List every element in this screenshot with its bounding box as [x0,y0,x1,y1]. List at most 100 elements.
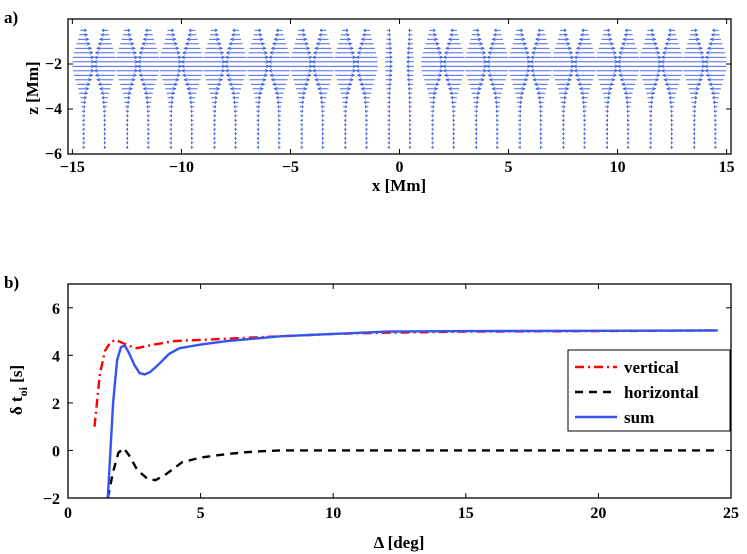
quiver-arrow-head [606,127,609,131]
quiver-arrow-head [224,59,229,64]
quiver-arrow-head [435,82,440,87]
quiver-arrow-head [706,77,711,82]
quiver-arrow-head [389,82,392,87]
quiver-arrow-head [388,136,391,140]
quiver-arrow-head [526,55,531,60]
quiver-arrow-head [581,28,585,33]
quiver-arrow-head [321,136,324,140]
quiver-arrow-head [172,86,177,91]
quiver-arrow-head [452,132,455,136]
quiver-arrow-head [519,114,522,118]
quiver-arrow-head [304,41,309,46]
quiver-arrow-head [388,114,391,118]
quiver-arrow-head [176,73,181,78]
quiver-arrow-head [697,82,702,87]
quiver-arrow-head [257,136,260,140]
quiver-column [93,28,116,149]
quiver-arrow-head [611,46,616,51]
quiver-arrow-head [229,37,234,42]
quiver-arrow-head [434,86,439,91]
quiver-arrow-head [214,100,217,105]
quiver-arrow-head [356,73,361,78]
quiver-arrow-head [147,127,149,131]
quiver-arrow-head [126,114,129,118]
quiver-arrow-head [432,95,436,100]
quiver-arrow-head [700,73,705,78]
quiver-arrow-head [214,141,216,145]
quiver-arrow-head [274,91,279,96]
quiver-arrow-head [438,73,443,78]
quiver-arrow-head [627,132,629,136]
quiver-arrow-head [388,33,391,37]
quiver-arrow-head [84,32,89,37]
quiver-arrow-head [670,123,673,127]
quiver-arrow-head [519,145,521,149]
quiver-arrow-head [519,127,521,131]
quiver-arrow-head [83,145,85,149]
quiver-arrow-head [257,141,260,145]
quiver-arrow-head [173,41,178,46]
quiver-arrow-head [217,82,222,87]
quiver-arrow-head [437,46,442,51]
quiver-arrow-head [443,50,448,55]
quiver-arrow-head [273,37,278,42]
quiver-arrow-head [668,95,672,100]
quiver-arrow-head [175,46,180,51]
quiver-arrow-head [666,37,671,42]
quiver-arrow-head [264,68,269,73]
quiver-arrow-head [408,123,411,127]
quiver-column [334,28,357,149]
quiver-arrow-head [359,41,364,46]
quiver-arrow-head [693,132,696,136]
quiver-arrow-head [446,82,451,87]
quiver-arrow-head [570,55,575,60]
quiver-arrow-head [141,41,146,46]
quiver-arrow-head [93,59,98,64]
quiver-arrow-head [126,145,129,149]
quiver-arrow-head [617,55,622,60]
quiver-arrow-head [583,114,585,118]
quiver-column [573,28,596,149]
quiver-arrow-head [389,46,393,51]
quiver-arrow-head [344,127,347,131]
quiver-arrow-head [693,123,696,127]
quiver-arrow-head [406,50,410,55]
quiver-arrow-head [519,141,521,145]
quiver-arrow-head [608,37,613,42]
quiver-arrow-head [101,28,105,33]
quiver-arrow-head [214,123,216,127]
quiver-arrow-head [475,114,478,118]
quiver-arrow-head [694,95,698,100]
quiver-arrow-head [695,37,700,42]
quiver-arrow-head [563,109,565,113]
quiver-arrow-head [103,136,106,140]
quiver-arrow-head [610,41,615,46]
quiver-arrow-head [563,132,565,136]
quiver-arrow-head [345,109,347,113]
quiver-arrow-head [190,114,193,118]
quiver-arrow-head [535,37,540,42]
quiver-arrow-head [524,46,529,51]
quiver-arrow-head [306,77,311,82]
quiver-arrow-head [183,77,188,82]
quiver-arrow-head [130,82,135,87]
quiver-arrow-head [170,105,173,109]
quiver-arrow-head [693,118,696,122]
quiver-arrow-head [365,127,367,131]
quiver-arrow-head [695,86,700,91]
quiver-arrow-head [126,141,129,145]
quiver-arrow-head [432,141,434,145]
quiver-arrow-head [314,77,319,82]
quiver-arrow-head [694,105,697,109]
quiver-arrow-head [257,109,260,113]
quiver-arrow-head [616,64,621,69]
quiver-arrow-head [257,132,260,136]
quiver-arrow-head [311,55,316,60]
quiver-arrow-head [388,91,391,95]
quiver-arrow-head [388,105,391,109]
quiver-arrow-head [356,50,361,55]
quiver-arrow-head [569,73,574,78]
quiver-arrow-head [389,50,393,55]
quiver-arrow-head [520,95,524,100]
quiver-arrow-head [170,127,172,131]
